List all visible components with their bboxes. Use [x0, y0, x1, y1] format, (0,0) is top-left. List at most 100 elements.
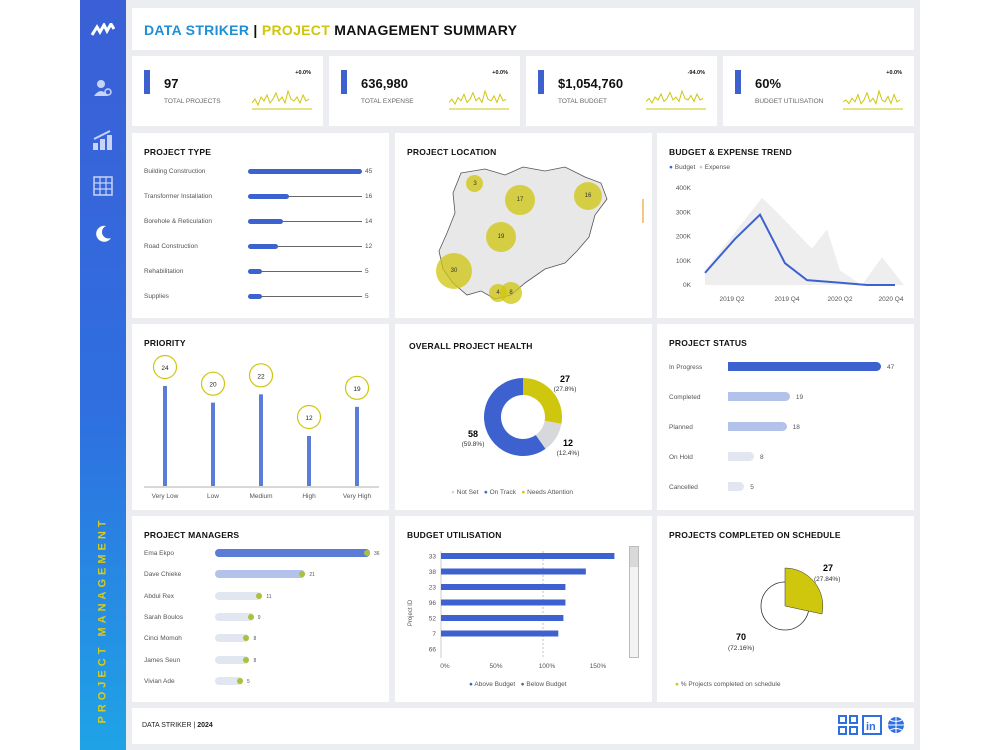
schedule-pie[interactable]: 27 (27.84%) 70 (72.16%)	[657, 516, 914, 702]
project-type-label: Road Construction	[144, 243, 198, 250]
manager-bar[interactable]	[215, 612, 254, 621]
kpi-sparkline	[843, 89, 903, 110]
priority-label: Medium	[249, 493, 272, 500]
project-type-track	[248, 246, 362, 247]
linkedin-icon[interactable]: in	[862, 715, 882, 735]
manager-name: Ema Ekpo	[144, 550, 174, 557]
priority-marker	[152, 354, 178, 380]
utilisation-x-tick: 100%	[539, 663, 556, 670]
priority-bar	[211, 402, 215, 486]
manager-value: 11	[266, 593, 272, 600]
moon-icon[interactable]	[91, 222, 115, 246]
sparkline-line	[252, 89, 310, 107]
project-type-value: 45	[365, 168, 373, 175]
location-map[interactable]	[395, 133, 652, 318]
managers-card: PROJECT MANAGERS Ema Ekpo 36 Dave Chieke 21…	[132, 516, 389, 702]
utilisation-card: BUDGET UTILISATION Project ID 33 38 23 96 52 7…	[395, 516, 652, 702]
utilisation-id: 33	[429, 554, 437, 561]
location-bubble[interactable]: 8	[499, 281, 523, 305]
manager-marker	[237, 677, 243, 684]
project-type-value: 16	[365, 193, 373, 200]
project-type-label: Supplies	[144, 293, 169, 300]
project-type-bar[interactable]	[248, 269, 262, 274]
trend-legend: ● Budget ● Expense	[669, 164, 731, 171]
dashboard-icon[interactable]	[838, 715, 858, 735]
kpi-accent-bar	[538, 70, 544, 94]
donut-pct: (59.8%)	[462, 441, 485, 448]
status-bar[interactable]	[728, 392, 790, 401]
schedule-card: PROJECTS COMPLETED ON SCHEDULE 27 (27.84…	[657, 516, 914, 702]
location-bubble[interactable]: 16	[573, 181, 603, 211]
status-label: Cancelled	[669, 484, 698, 491]
status-label: In Progress	[669, 364, 703, 371]
status-value: 8	[760, 454, 764, 461]
trend-x-tick: 2020 Q2	[828, 296, 853, 303]
utilisation-chart[interactable]: Project ID 33 38 23 96 52 7 66 0% 50% 100% 150%	[395, 516, 652, 702]
priority-value: 24	[161, 365, 169, 372]
status-card: PROJECT STATUS In Progress 47 Completed 19 P…	[657, 324, 914, 510]
project-type-value: 5	[365, 268, 369, 275]
project-type-label: Borehole & Reticulation	[144, 218, 212, 225]
utilisation-y-label: Project ID	[408, 599, 414, 626]
users-icon[interactable]	[91, 76, 115, 100]
manager-bar[interactable]	[215, 655, 250, 664]
kpi-card: 60% BUDGET UTILISATION +0.0%	[723, 56, 914, 126]
manager-name: Dave Chieke	[144, 571, 182, 579]
svg-text:in: in	[866, 721, 876, 733]
manager-value: 9	[257, 614, 261, 621]
manager-bar[interactable]	[215, 634, 250, 643]
expense-area	[705, 197, 904, 285]
status-bar[interactable]	[728, 452, 755, 461]
project-type-bar[interactable]	[248, 294, 262, 299]
kpi-delta: +0.0%	[886, 70, 902, 76]
location-bubble[interactable]: 19	[485, 221, 517, 253]
chart-icon[interactable]	[91, 128, 115, 152]
priority-bar	[307, 436, 311, 486]
manager-bar[interactable]	[215, 549, 370, 557]
logo-icon[interactable]	[91, 18, 115, 42]
project-type-bar[interactable]	[248, 194, 289, 199]
priority-chart[interactable]: 24 Very Low 20 Low 22 Medium 12 High 19 Very High	[132, 324, 389, 510]
kpi-delta: -94.0%	[687, 70, 705, 76]
priority-marker	[248, 363, 274, 388]
manager-bar[interactable]	[215, 591, 263, 600]
schedule-legend: ● % Projects completed on schedule	[675, 681, 781, 688]
not-completed-pct: (72.16%)	[728, 645, 754, 652]
status-bar[interactable]	[728, 422, 787, 431]
status-bar[interactable]	[728, 362, 881, 371]
sparkline-line	[843, 89, 901, 106]
trend-x-tick: 2019 Q4	[775, 296, 800, 303]
project-type-label: Rehabilitation	[144, 268, 184, 275]
map-shape	[438, 166, 608, 300]
location-bubble[interactable]: 3	[466, 175, 484, 193]
trend-chart[interactable]: 400K 300K 200K 100K 0K 2019 Q2 2019 Q4 2020 Q2 2…	[657, 133, 914, 318]
scrollbar-thumb[interactable]	[630, 547, 638, 567]
manager-bar[interactable]	[215, 570, 306, 579]
location-bubble[interactable]: 30	[435, 252, 473, 290]
pie-completed-slice	[784, 567, 824, 615]
status-label: On Hold	[669, 454, 693, 461]
health-donut[interactable]: 27 (27.8%) 12 (12.4%) 58 (59.8%)	[395, 324, 652, 510]
status-bar[interactable]	[728, 482, 745, 491]
globe-icon[interactable]	[886, 715, 906, 735]
utilisation-scrollbar[interactable]	[629, 546, 639, 658]
location-bubble[interactable]: 17	[505, 185, 535, 215]
trend-card: BUDGET & EXPENSE TREND ● Budget ● Expens…	[657, 133, 914, 318]
manager-name: James Seun	[144, 656, 181, 664]
project-type-bar[interactable]	[248, 244, 279, 249]
kpi-delta: +0.0%	[295, 70, 311, 76]
donut-slice	[484, 378, 546, 456]
project-type-track	[248, 296, 362, 297]
grid-icon[interactable]	[91, 174, 115, 198]
project-type-bar[interactable]	[248, 169, 362, 174]
donut-pct: (27.8%)	[554, 386, 577, 393]
kpi-label: TOTAL EXPENSE	[361, 98, 414, 105]
priority-label: Very High	[343, 493, 372, 500]
donut-pct: (12.4%)	[557, 450, 580, 457]
manager-bar[interactable]	[215, 676, 243, 685]
manager-marker	[299, 571, 306, 578]
project-type-bar[interactable]	[248, 219, 284, 224]
utilisation-bar	[441, 568, 586, 575]
priority-marker	[200, 371, 226, 396]
card-title: PROJECT TYPE	[144, 147, 212, 157]
